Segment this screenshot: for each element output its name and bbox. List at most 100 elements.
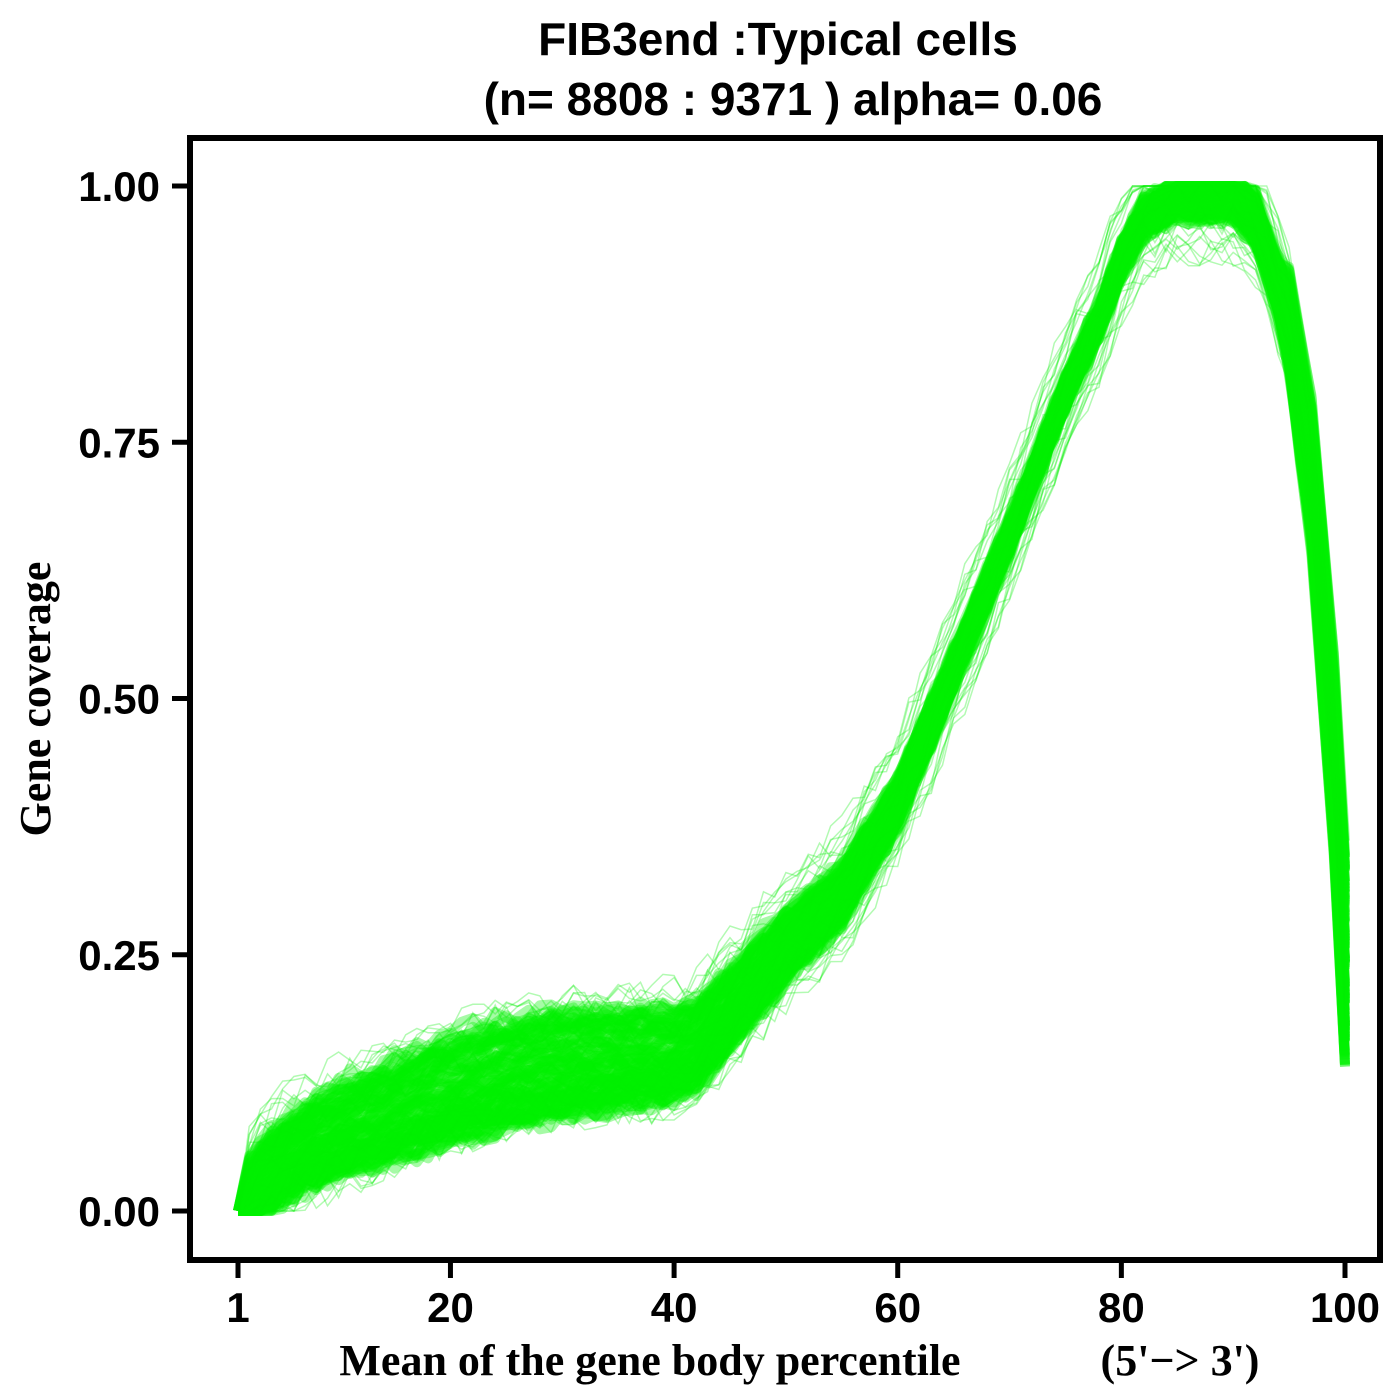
- coverage-curve: [234, 183, 1350, 1215]
- coverage-curve-outlier: [237, 184, 1346, 1212]
- chart-title: FIB3end :Typical cells: [538, 13, 1018, 65]
- coverage-curve: [238, 204, 1350, 1216]
- coverage-curve: [234, 184, 1350, 1215]
- coverage-curve: [238, 203, 1350, 1216]
- coverage-curve-outlier: [237, 185, 1346, 1212]
- coverage-curve-outlier: [237, 185, 1346, 1212]
- coverage-curve-outlier: [237, 185, 1346, 1212]
- coverage-curve: [233, 181, 1350, 1213]
- coverage-curve-outlier: [238, 220, 1346, 1212]
- coverage-curve: [238, 194, 1350, 1216]
- coverage-curve-outlier: [237, 203, 1346, 1212]
- coverage-curve-outlier: [238, 204, 1346, 1212]
- coverage-curve: [236, 194, 1350, 1216]
- coverage-curve: [233, 181, 1350, 1213]
- coverage-curve-outlier: [238, 233, 1346, 1212]
- coverage-curve-outlier: [237, 185, 1346, 1212]
- coverage-curve: [236, 189, 1350, 1216]
- coverage-curve: [233, 181, 1350, 1213]
- coverage-curve: [238, 199, 1350, 1216]
- y-axis: 0.00 0.25 0.50 0.75 1.00: [78, 163, 190, 1235]
- coverage-curve: [233, 181, 1350, 1214]
- coverage-curve: [233, 181, 1350, 1213]
- coverage-curve: [237, 191, 1350, 1216]
- coverage-curve: [234, 186, 1350, 1215]
- coverage-curve: [233, 181, 1350, 1213]
- coverage-curve: [235, 183, 1350, 1216]
- coverage-curve: [233, 181, 1350, 1213]
- coverage-curve: [236, 192, 1350, 1216]
- coverage-curve: [238, 201, 1350, 1216]
- coverage-curve-outlier: [237, 184, 1346, 1212]
- coverage-curve: [238, 195, 1350, 1216]
- coverage-curve: [233, 186, 1350, 1214]
- coverage-curve-outlier: [237, 185, 1346, 1212]
- coverage-curve: [233, 183, 1350, 1214]
- coverage-curve: [234, 184, 1350, 1215]
- y-tick-label: 0.25: [78, 932, 160, 979]
- coverage-curve: [238, 200, 1350, 1216]
- coverage-curve: [238, 189, 1350, 1216]
- coverage-curve: [233, 181, 1350, 1213]
- y-tick-label: 0.00: [78, 1188, 160, 1235]
- coverage-curve-bundle: [233, 181, 1350, 1216]
- coverage-curve: [238, 195, 1350, 1216]
- coverage-curve-outlier: [237, 184, 1346, 1212]
- coverage-curve: [238, 204, 1350, 1216]
- y-tick-label: 0.50: [78, 676, 160, 723]
- coverage-curve: [238, 200, 1350, 1216]
- x-axis-label: Mean of the gene body percentile: [339, 1336, 960, 1385]
- coverage-curve: [238, 207, 1350, 1216]
- coverage-curve: [238, 193, 1350, 1216]
- coverage-curve: [238, 200, 1350, 1216]
- coverage-curve: [233, 181, 1350, 1213]
- y-tick-label: 0.75: [78, 419, 160, 466]
- coverage-curve: [238, 197, 1350, 1216]
- coverage-curve: [238, 200, 1350, 1216]
- coverage-curve-outlier: [238, 241, 1346, 1212]
- coverage-curve: [236, 193, 1350, 1216]
- coverage-curve: [238, 203, 1350, 1216]
- coverage-curve: [233, 181, 1350, 1213]
- coverage-curve: [233, 181, 1350, 1213]
- coverage-curve-outlier: [237, 185, 1346, 1212]
- coverage-curve: [233, 181, 1350, 1213]
- x-tick-label: 1: [226, 1284, 249, 1331]
- coverage-curve: [238, 206, 1350, 1216]
- coverage-curve: [238, 200, 1350, 1216]
- coverage-curve: [233, 181, 1350, 1213]
- coverage-curve: [235, 194, 1350, 1216]
- coverage-curve: [238, 198, 1350, 1216]
- coverage-curve: [233, 181, 1350, 1212]
- coverage-curve: [238, 196, 1350, 1216]
- coverage-curve: [233, 181, 1350, 1213]
- coverage-curve: [238, 200, 1350, 1216]
- coverage-curve-outlier: [238, 233, 1346, 1212]
- coverage-curve-outlier: [238, 224, 1346, 1212]
- coverage-curve: [236, 185, 1350, 1216]
- coverage-curve: [237, 185, 1350, 1216]
- coverage-curve: [238, 197, 1350, 1216]
- coverage-curve: [238, 196, 1350, 1216]
- coverage-curve: [233, 181, 1350, 1213]
- coverage-curve-outlier: [237, 185, 1346, 1212]
- x-axis-direction-label: (5'−> 3'): [1101, 1336, 1260, 1385]
- coverage-curve: [233, 187, 1350, 1214]
- coverage-curve: [234, 184, 1350, 1215]
- coverage-curve: [233, 182, 1350, 1214]
- coverage-curve: [235, 190, 1350, 1216]
- x-tick-label: 100: [1310, 1284, 1380, 1331]
- coverage-curve: [238, 198, 1350, 1216]
- coverage-curve: [233, 181, 1350, 1213]
- y-axis-label: Gene coverage: [11, 562, 60, 837]
- x-tick-label: 80: [1098, 1284, 1145, 1331]
- coverage-curve: [238, 197, 1350, 1216]
- coverage-curve: [233, 181, 1350, 1213]
- coverage-curve: [238, 195, 1350, 1216]
- x-axis: 1 20 40 60 80 100: [226, 1260, 1380, 1331]
- coverage-curve: [238, 202, 1350, 1216]
- coverage-curve: [238, 198, 1350, 1216]
- coverage-curve: [233, 181, 1350, 1214]
- coverage-curve: [233, 181, 1350, 1214]
